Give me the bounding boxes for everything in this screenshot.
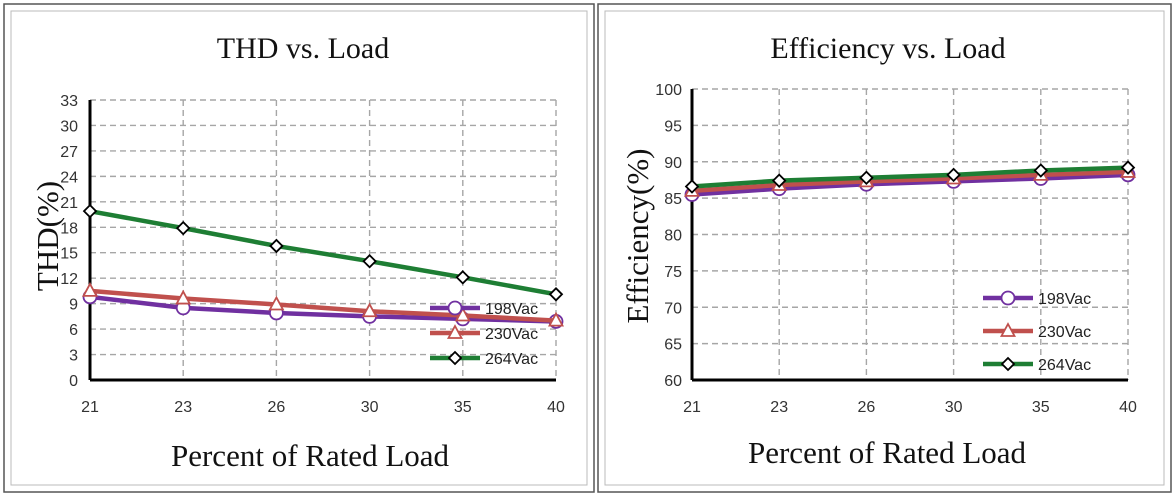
data-point-230Vac xyxy=(361,302,378,318)
y-tick-label: 90 xyxy=(664,155,682,172)
data-point-264Vac xyxy=(684,179,700,194)
y-tick-label: 27 xyxy=(60,144,78,161)
left-inner-border xyxy=(10,10,588,486)
y-axis-label: THD(%) xyxy=(30,181,65,291)
y-tick-label: 6 xyxy=(69,322,78,339)
x-tick-label: 23 xyxy=(770,399,788,416)
y-tick-label: 0 xyxy=(69,373,78,390)
legend-marker xyxy=(447,350,463,366)
chart-title: Efficiency vs. Load xyxy=(770,32,1005,65)
x-tick-label: 21 xyxy=(683,399,701,416)
legend-marker xyxy=(1000,356,1016,372)
legend-label: 264Vac xyxy=(485,351,538,368)
data-point-264Vac xyxy=(548,287,564,302)
x-tick-label: 30 xyxy=(945,399,963,416)
series-line-230Vac xyxy=(691,169,1129,194)
y-tick-label: 85 xyxy=(664,191,682,208)
legend-marker xyxy=(446,324,464,339)
y-axis-label: Efficiency(%) xyxy=(620,149,655,324)
data-point-264Vac xyxy=(771,173,787,188)
data-point-230Vac xyxy=(547,311,565,327)
y-tick-label: 30 xyxy=(60,118,78,135)
x-tick-label: 40 xyxy=(1119,399,1137,416)
x-tick-label: 23 xyxy=(174,399,192,416)
legend: 198Vac 230Vac 264Vac xyxy=(983,290,1091,374)
series-line-198Vac xyxy=(691,172,1129,197)
x-tick-label: 21 xyxy=(81,399,99,416)
y-tick-label: 80 xyxy=(664,228,682,245)
legend: 198Vac 230Vac 264Vac xyxy=(430,300,538,368)
y-tick-label: 33 xyxy=(60,93,78,110)
y-tick-label: 3 xyxy=(69,348,78,365)
x-axis-label: Percent of Rated Load xyxy=(171,438,450,473)
right-panel-border xyxy=(597,3,1172,493)
x-tick-label: 40 xyxy=(547,399,565,416)
efficiency-chart: Efficiency vs. Load Percent of Rated Loa… xyxy=(620,32,1137,470)
data-point-264Vac xyxy=(175,220,191,236)
data-point-230Vac xyxy=(81,282,99,297)
y-tick-label: 95 xyxy=(664,118,682,135)
x-tick-label: 26 xyxy=(268,399,286,416)
data-point-264Vac xyxy=(859,170,874,186)
legend-label: 198Vac xyxy=(485,301,538,318)
x-tick-label: 35 xyxy=(454,399,472,416)
series-line-230Vac xyxy=(89,288,557,323)
data-point-230Vac xyxy=(268,295,285,311)
y-tick-label: 75 xyxy=(664,264,682,281)
data-point-264Vac xyxy=(82,203,98,219)
y-tick-label: 100 xyxy=(655,82,682,99)
legend-marker xyxy=(1000,290,1016,306)
legend-marker xyxy=(447,300,463,316)
data-point-230Vac xyxy=(175,289,192,305)
series-line-264Vac xyxy=(89,208,557,297)
series-line-264Vac xyxy=(691,165,1129,189)
y-tick-label: 65 xyxy=(664,337,682,354)
x-tick-label: 26 xyxy=(858,399,876,416)
y-tick-label: 15 xyxy=(60,246,78,263)
series-line-198Vac xyxy=(89,294,557,324)
y-tick-label: 12 xyxy=(60,271,78,288)
x-tick-label: 35 xyxy=(1032,399,1050,416)
right-inner-border xyxy=(604,10,1165,486)
x-axis-label: Percent of Rated Load xyxy=(748,435,1027,470)
data-point-264Vac xyxy=(946,167,961,183)
data-point-230Vac xyxy=(454,306,471,322)
data-point-264Vac xyxy=(455,270,471,285)
data-point-264Vac xyxy=(1033,163,1049,178)
data-point-264Vac xyxy=(1120,160,1136,175)
legend-label: 264Vac xyxy=(1038,357,1091,374)
y-tick-label: 60 xyxy=(664,373,682,390)
data-point-264Vac xyxy=(269,238,284,254)
x-tick-label: 30 xyxy=(361,399,379,416)
legend-marker xyxy=(999,322,1017,337)
legend-label: 230Vac xyxy=(485,326,538,343)
y-tick-label: 18 xyxy=(60,220,78,237)
y-tick-label: 9 xyxy=(69,297,78,314)
legend-label: 230Vac xyxy=(1038,324,1091,341)
y-tick-label: 70 xyxy=(664,300,682,317)
legend-label: 198Vac xyxy=(1038,291,1091,308)
thd-chart: THD vs. Load Percent of Rated Load THD(%… xyxy=(30,32,565,473)
left-panel-border xyxy=(3,3,595,493)
y-tick-label: 24 xyxy=(60,169,78,186)
data-point-264Vac xyxy=(362,253,377,269)
y-tick-label: 21 xyxy=(60,195,78,212)
chart-title: THD vs. Load xyxy=(217,32,389,65)
